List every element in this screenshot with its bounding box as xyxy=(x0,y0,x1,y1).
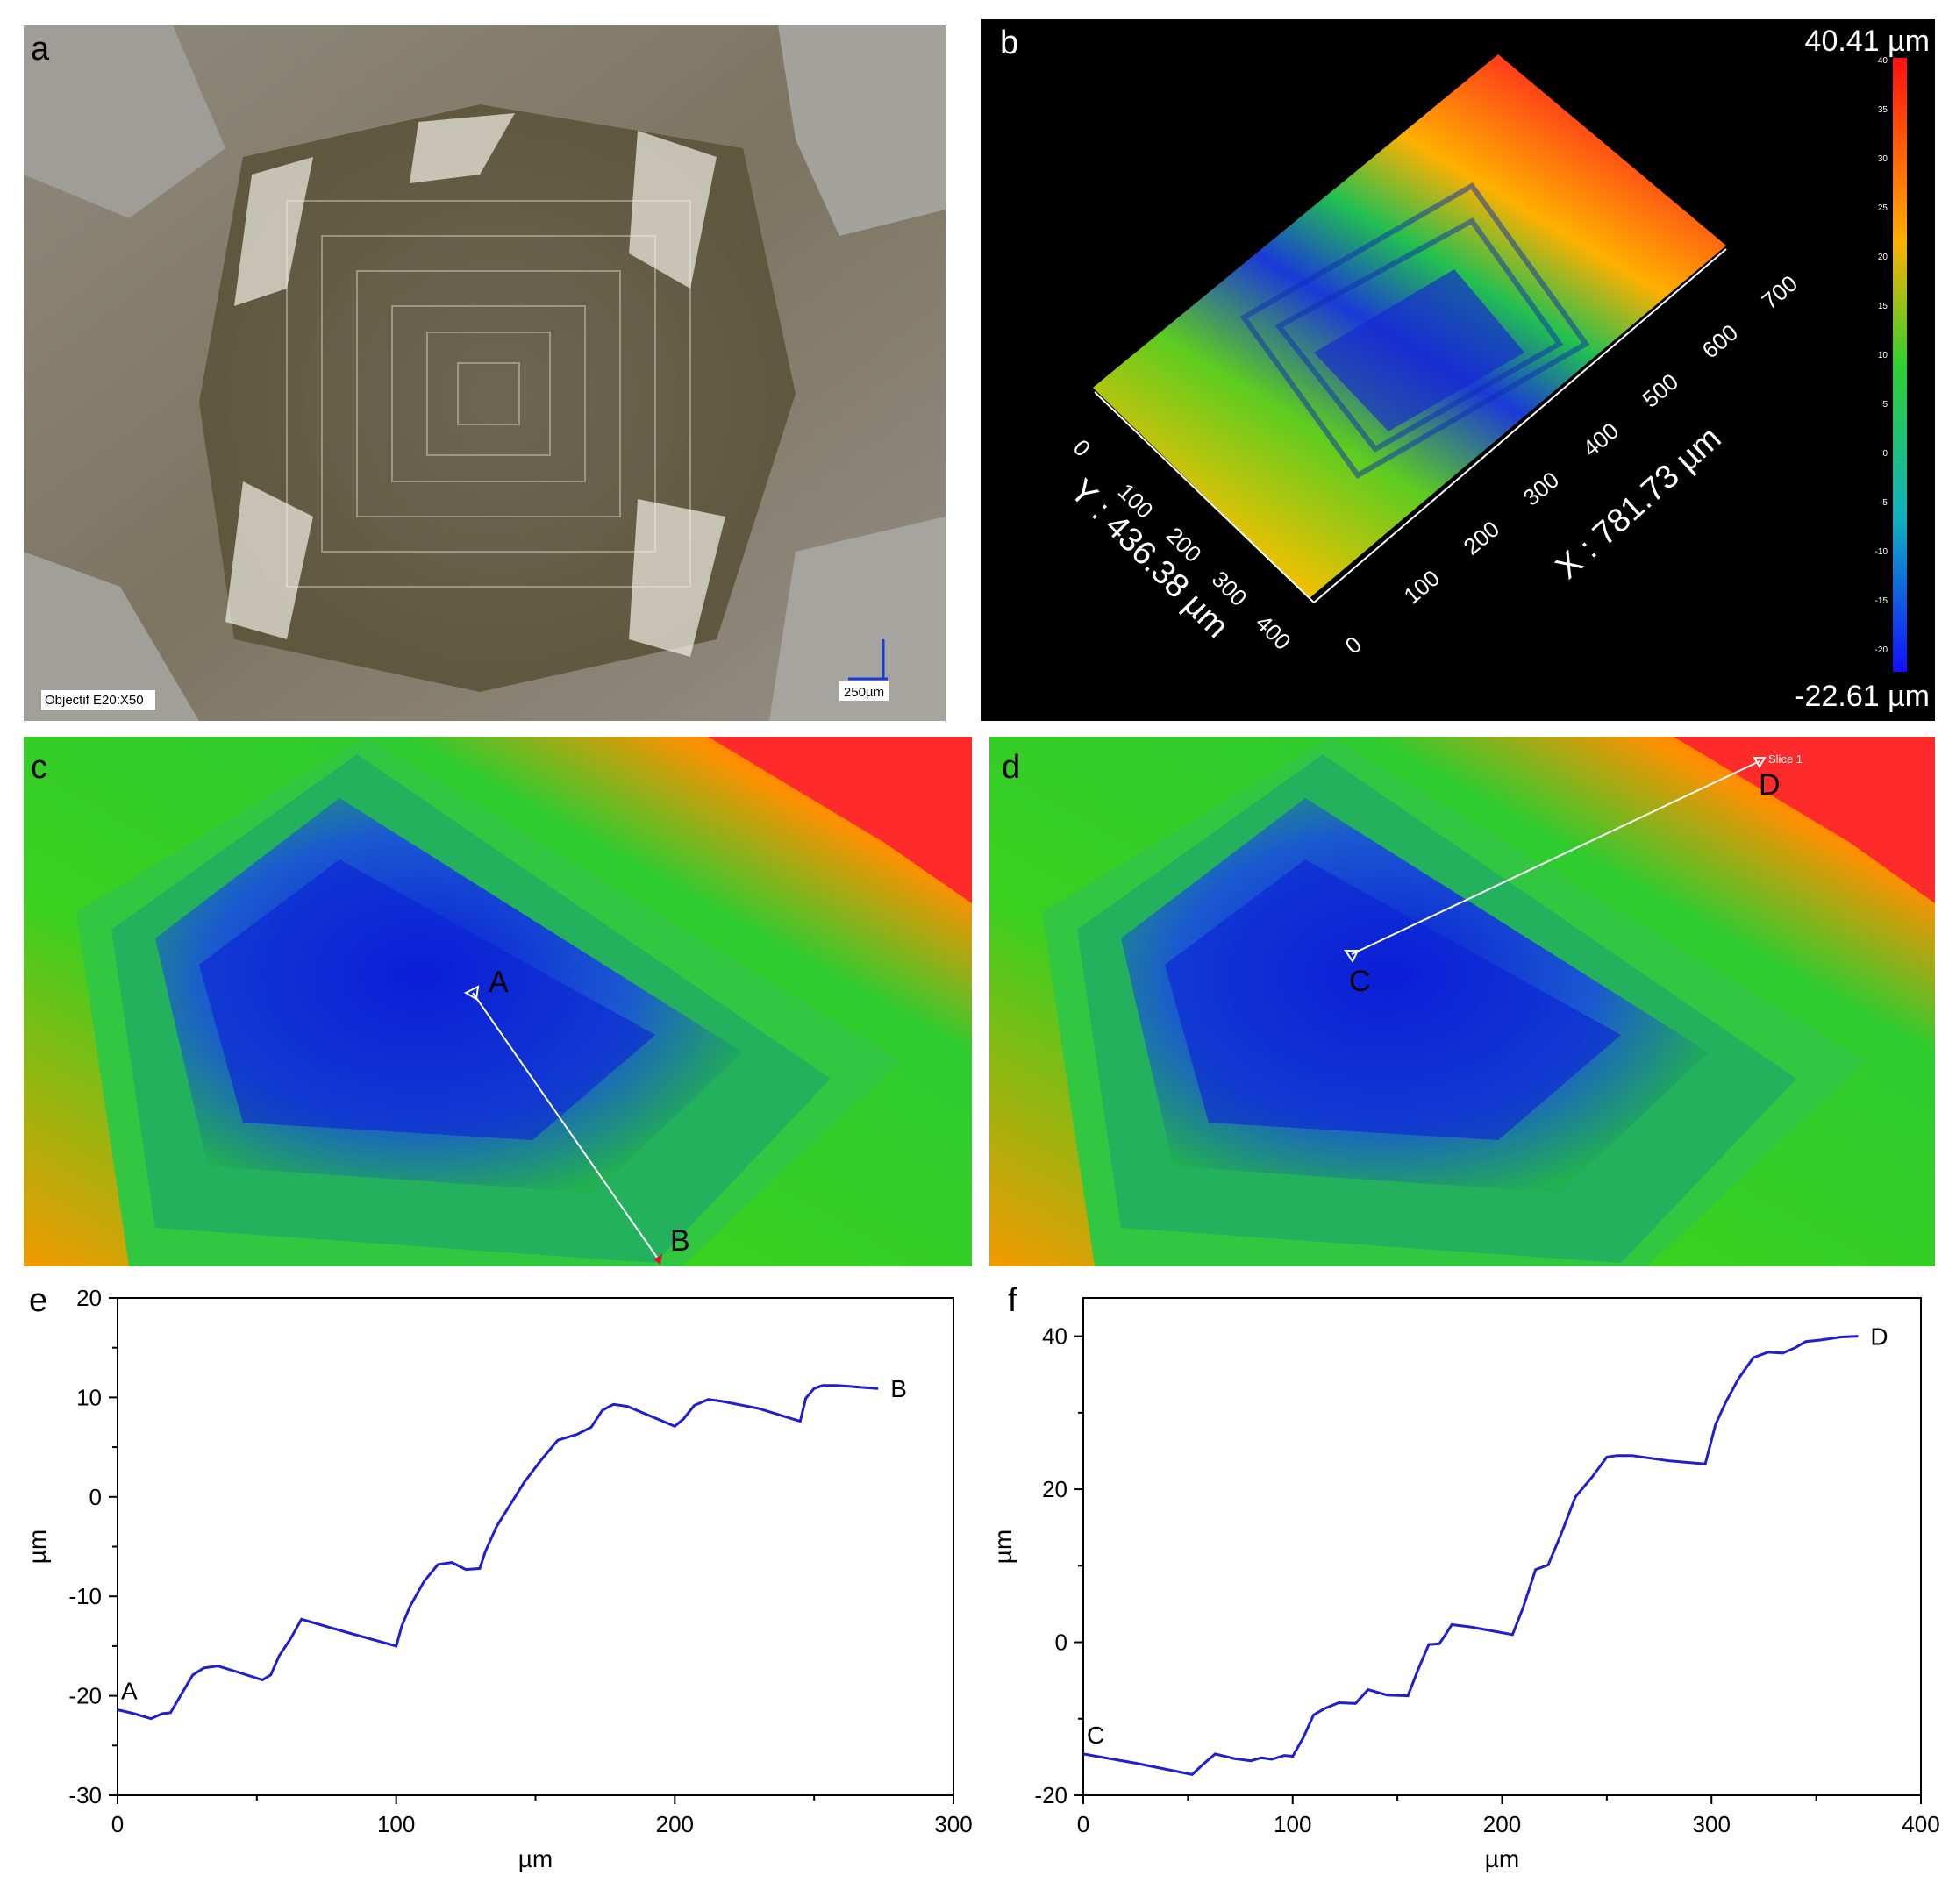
legend-max-label: 40.41 µm xyxy=(1804,25,1930,58)
panel-c: A B c xyxy=(24,737,972,1266)
svg-text:600: 600 xyxy=(1697,319,1744,364)
y-tick-label: 0 xyxy=(1055,1629,1067,1656)
y-tick-label: 10 xyxy=(76,1384,102,1410)
x-tick-label: 100 xyxy=(377,1811,415,1837)
point-b-label: B xyxy=(670,1224,690,1258)
panel-d: Slice 1 D C d xyxy=(989,737,1935,1266)
svg-text:30: 30 xyxy=(1878,154,1888,164)
y-axis-label: µm xyxy=(989,1530,1017,1564)
x-tick-label: 0 xyxy=(111,1811,124,1837)
micrograph-image: 250µm Objectif E20:X50 xyxy=(24,25,946,721)
y-tick-label: -20 xyxy=(68,1683,102,1709)
svg-text:20: 20 xyxy=(1878,253,1888,262)
y-tick-label: -30 xyxy=(68,1782,102,1808)
y-tick-label: 0 xyxy=(89,1484,102,1510)
panel-label-a: a xyxy=(31,31,50,68)
svg-text:-5: -5 xyxy=(1880,498,1888,508)
panel-e: 0 100 200 300 -30 -20 -10 0 10 20 µm µm A B e xyxy=(0,1272,978,1904)
objective-label: Objectif E20:X50 xyxy=(45,693,144,708)
profile-start-label: C xyxy=(1087,1722,1104,1749)
panel-label-d: d xyxy=(1002,749,1021,786)
point-c-label: C xyxy=(1349,965,1371,998)
x-tick-label: 200 xyxy=(656,1811,694,1837)
topography-3d: 40 35 30 25 20 15 10 5 0 -5 -10 -15 -20 … xyxy=(1063,54,1907,672)
svg-text:0: 0 xyxy=(1882,449,1888,459)
svg-text:700: 700 xyxy=(1757,270,1803,315)
panel-a: 250µm Objectif E20:X50 a xyxy=(24,25,946,721)
plot-frame xyxy=(117,1297,954,1796)
x-tick-label: 100 xyxy=(1274,1811,1311,1837)
svg-text:-10: -10 xyxy=(1875,547,1888,557)
legend-min-label: -22.61 µm xyxy=(1795,680,1930,713)
y-tick-label: -10 xyxy=(68,1583,102,1609)
x-tick-label: 400 xyxy=(1902,1811,1939,1837)
scale-bar-label: 250µm xyxy=(844,685,884,700)
svg-text:15: 15 xyxy=(1878,302,1888,311)
panel-label-f: f xyxy=(1008,1282,1017,1319)
svg-text:-20: -20 xyxy=(1875,645,1888,655)
profile-end-label: D xyxy=(1870,1323,1888,1351)
panel-label-e: e xyxy=(29,1282,48,1319)
height-map-c: A B xyxy=(24,737,972,1266)
x-axis-title: X : 781.73 µm xyxy=(1549,420,1728,587)
plot-frame xyxy=(1082,1297,1922,1796)
x-axis-label: µm xyxy=(1485,1845,1519,1872)
svg-text:10: 10 xyxy=(1878,351,1888,360)
y-tick-label: 20 xyxy=(76,1285,102,1311)
x-axis-label: µm xyxy=(518,1845,553,1872)
svg-text:500: 500 xyxy=(1638,368,1684,413)
y-tick-label: 20 xyxy=(1042,1476,1067,1502)
y-tick-label: -20 xyxy=(1034,1782,1067,1808)
x-tick-label: 200 xyxy=(1483,1811,1521,1837)
height-map-d: Slice 1 D C xyxy=(989,737,1935,1266)
x-tick-label: 300 xyxy=(934,1811,972,1837)
x-tick-label: 300 xyxy=(1693,1811,1731,1837)
svg-text:25: 25 xyxy=(1878,203,1888,213)
x-tick-label: 0 xyxy=(1077,1811,1089,1837)
svg-text:35: 35 xyxy=(1878,105,1888,115)
svg-text:400: 400 xyxy=(1251,610,1296,655)
svg-text:100: 100 xyxy=(1399,565,1446,610)
panel-b: 40 35 30 25 20 15 10 5 0 -5 -10 -15 -20 … xyxy=(981,19,1935,721)
profile-end-label: B xyxy=(890,1375,907,1402)
profile-series-line xyxy=(1082,1335,1859,1777)
slice-label: Slice 1 xyxy=(1768,752,1803,766)
y-axis-label: µm xyxy=(24,1530,51,1564)
panel-f: 0 100 200 300 400 -20 0 20 40 µm µm C D f xyxy=(978,1272,1956,1904)
point-a-label: A xyxy=(489,966,509,999)
y-tick-label: 40 xyxy=(1042,1323,1067,1350)
profile-chart-e: 0 100 200 300 -30 -20 -10 0 10 20 µm µm A B xyxy=(24,1285,973,1872)
profile-start-label: A xyxy=(121,1677,138,1704)
svg-text:300: 300 xyxy=(1518,467,1565,511)
svg-text:0: 0 xyxy=(1068,434,1096,461)
svg-text:5: 5 xyxy=(1882,400,1888,410)
point-d-label: D xyxy=(1759,768,1781,802)
color-legend-bar xyxy=(1893,58,1907,672)
panel-label-c: c xyxy=(31,749,47,786)
profile-chart-f: 0 100 200 300 400 -20 0 20 40 µm µm C D xyxy=(989,1297,1940,1872)
svg-text:200: 200 xyxy=(1459,516,1505,560)
svg-text:0: 0 xyxy=(1340,631,1367,659)
panel-label-b: b xyxy=(1000,25,1019,61)
profile-series-line xyxy=(117,1384,879,1721)
svg-text:400: 400 xyxy=(1578,417,1624,462)
svg-text:40: 40 xyxy=(1878,56,1888,66)
svg-text:-15: -15 xyxy=(1875,596,1888,606)
